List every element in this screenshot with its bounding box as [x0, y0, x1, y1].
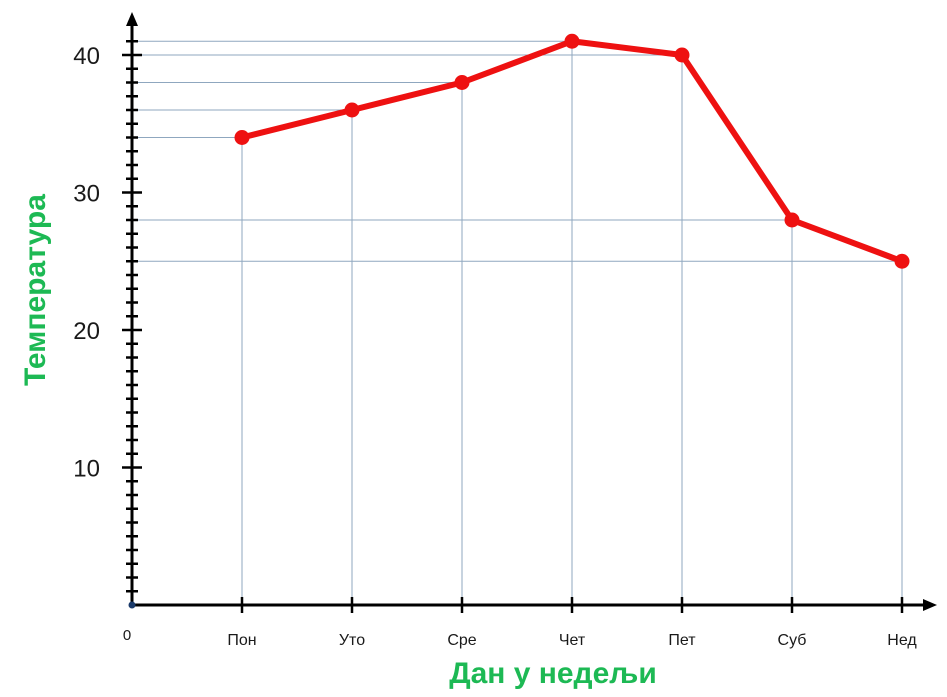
y-tick-label: 30	[73, 181, 100, 208]
x-axis-arrow	[923, 599, 937, 611]
y-tick-labels: 10 20 30 40	[73, 43, 100, 483]
y-tick-label: 40	[73, 43, 100, 70]
x-tick-labels: Пон Уто Сре Чет Пет Суб Нед	[227, 632, 917, 649]
x-tick-label: Сре	[447, 632, 476, 649]
origin-label: 0	[123, 627, 131, 644]
data-point	[454, 75, 470, 90]
y-axis-arrow	[126, 12, 138, 26]
x-tick-label: Нед	[887, 632, 917, 649]
data-point	[674, 47, 690, 63]
x-axis-title: Дан у недељи	[449, 657, 657, 690]
x-tick-label: Пет	[668, 632, 696, 649]
data-point	[784, 212, 800, 228]
x-tick-label: Уто	[339, 632, 365, 649]
data-point	[564, 33, 580, 49]
origin-dot	[128, 601, 136, 609]
axes	[122, 12, 937, 613]
data-point	[234, 130, 250, 145]
x-tick-label: Чет	[559, 632, 586, 649]
x-tick-label: Суб	[778, 632, 807, 649]
temperature-series	[234, 33, 910, 269]
y-tick-label: 10	[73, 456, 100, 483]
y-tick-label: 20	[73, 318, 100, 345]
y-axis-title: Температура	[19, 194, 52, 386]
data-point	[894, 253, 910, 269]
guide-lines	[132, 40, 903, 605]
x-tick-label: Пон	[227, 632, 256, 649]
data-point	[344, 102, 360, 118]
